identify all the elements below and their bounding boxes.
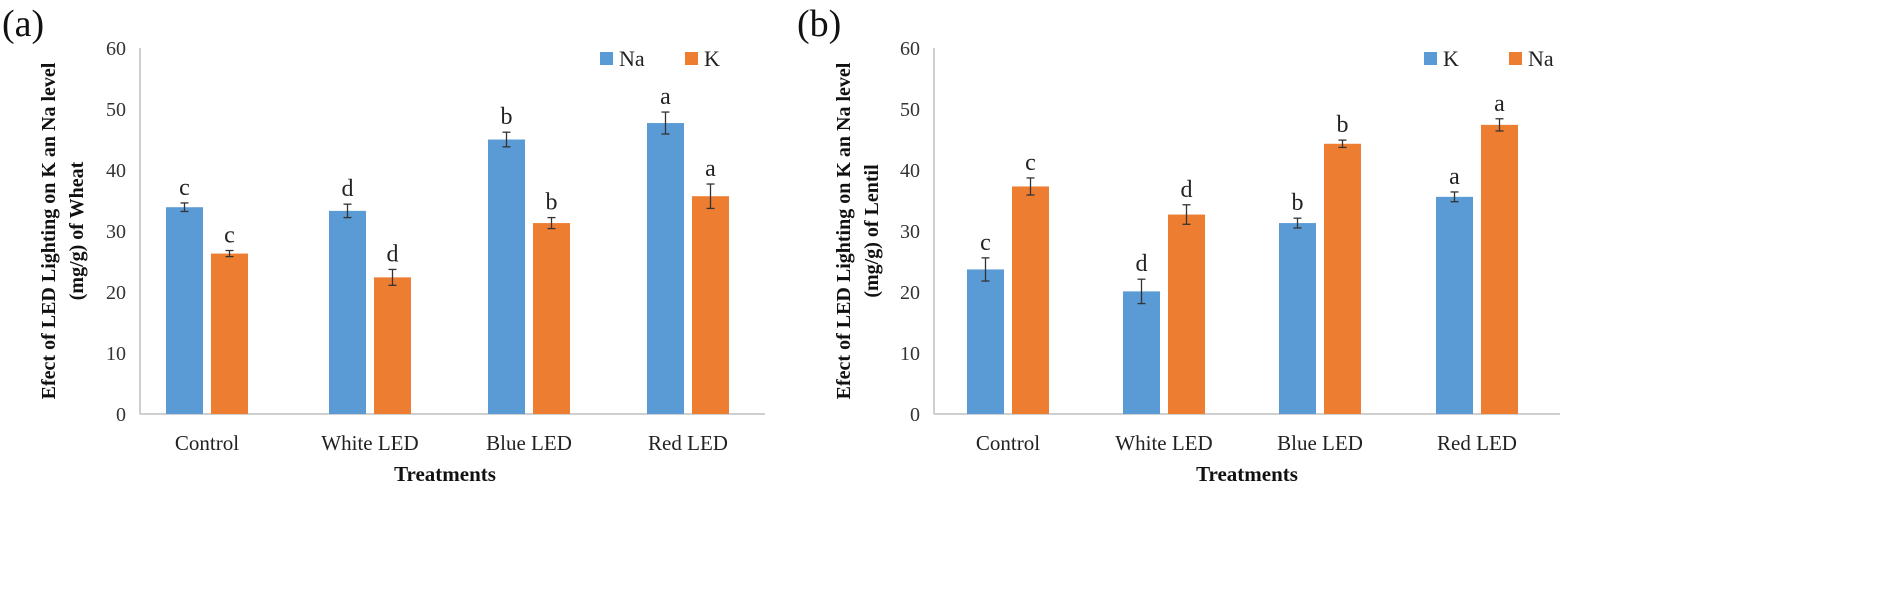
legend-swatch-k	[685, 52, 698, 65]
legend-swatch-na	[600, 52, 613, 65]
significance-letter: a	[660, 84, 671, 110]
legend-swatch-na	[1509, 52, 1522, 65]
y-axis-title-line: (mg/g) of Lentil	[861, 164, 883, 298]
significance-letter: b	[1292, 190, 1304, 216]
significance-letter: b	[1337, 112, 1349, 138]
y-tick-label: 30	[900, 221, 920, 243]
y-axis-title-line: Efect of LED Lighting on K an Na level	[833, 62, 855, 399]
y-tick-label: 10	[106, 343, 126, 365]
panel-label: (b)	[797, 3, 841, 45]
legend: Na K	[600, 46, 720, 71]
x-tick-label: Red LED	[1437, 431, 1517, 455]
y-axis-title-line: (mg/g) of Wheat	[66, 161, 88, 300]
bar-na-1	[1168, 214, 1205, 414]
x-tick-label: White LED	[1115, 431, 1212, 455]
y-tick-label: 20	[900, 282, 920, 304]
legend: K Na	[1424, 46, 1554, 71]
bar-k-0	[211, 253, 248, 414]
bar-na-2	[488, 139, 525, 414]
legend-label: Na	[1528, 46, 1554, 71]
significance-letter: c	[224, 223, 235, 249]
significance-letter: c	[179, 175, 190, 201]
x-tick-label: Control	[175, 431, 239, 455]
significance-letter: d	[1136, 251, 1148, 277]
significance-letter: b	[546, 190, 558, 216]
x-axis-title: Treatments	[394, 462, 496, 486]
legend-label: K	[704, 46, 720, 71]
y-tick-label: 0	[910, 404, 920, 426]
y-tick-label: 20	[106, 282, 126, 304]
bar-k-2	[533, 223, 570, 414]
significance-letter: a	[1494, 91, 1505, 117]
y-tick-label: 40	[106, 160, 126, 182]
bar-k-1	[374, 277, 411, 414]
y-tick-label: 50	[106, 99, 126, 121]
legend-swatch-k	[1424, 52, 1437, 65]
bar-k-2	[1279, 223, 1316, 414]
bar-na-0	[1012, 186, 1049, 414]
bar-na-3	[647, 123, 684, 414]
bar-k-0	[967, 269, 1004, 414]
legend-label: Na	[619, 46, 645, 71]
significance-letter: c	[1025, 150, 1036, 176]
bar-k-1	[1123, 291, 1160, 414]
significance-letter: d	[387, 241, 399, 267]
chart-panel-b: (b) 0 10 20 30 40 50 60 Control White LED Blue LED…	[797, 3, 1560, 486]
y-tick-label: 60	[106, 38, 126, 60]
significance-letter: b	[501, 104, 513, 130]
bar-k-3	[692, 196, 729, 414]
bar-k-3	[1436, 196, 1473, 414]
significance-letter: d	[342, 176, 354, 202]
x-tick-label: Control	[976, 431, 1040, 455]
bar-na-1	[329, 210, 366, 414]
y-tick-label: 0	[116, 404, 126, 426]
y-tick-label: 40	[900, 160, 920, 182]
x-tick-label: White LED	[321, 431, 418, 455]
legend-label: K	[1443, 46, 1459, 71]
significance-letter: d	[1181, 177, 1193, 203]
x-tick-label: Red LED	[648, 431, 728, 455]
x-tick-label: Blue LED	[486, 431, 572, 455]
x-axis-title: Treatments	[1196, 462, 1298, 486]
y-tick-label: 30	[106, 221, 126, 243]
y-tick-label: 10	[900, 343, 920, 365]
chart-panel-a: (a) 0 10 20 30 40 50 60 Control White LED Blue LED…	[2, 3, 765, 486]
significance-letter: c	[980, 230, 991, 256]
bar-na-3	[1481, 124, 1518, 415]
y-axis-title-line: Efect of LED Lighting on K an Na level	[38, 62, 60, 399]
significance-letter: a	[705, 156, 716, 182]
significance-letter: a	[1449, 164, 1460, 190]
y-tick-label: 60	[900, 38, 920, 60]
panel-label: (a)	[2, 3, 44, 45]
bar-na-0	[166, 207, 203, 414]
y-tick-label: 50	[900, 99, 920, 121]
bar-na-2	[1324, 143, 1361, 414]
x-tick-label: Blue LED	[1277, 431, 1363, 455]
